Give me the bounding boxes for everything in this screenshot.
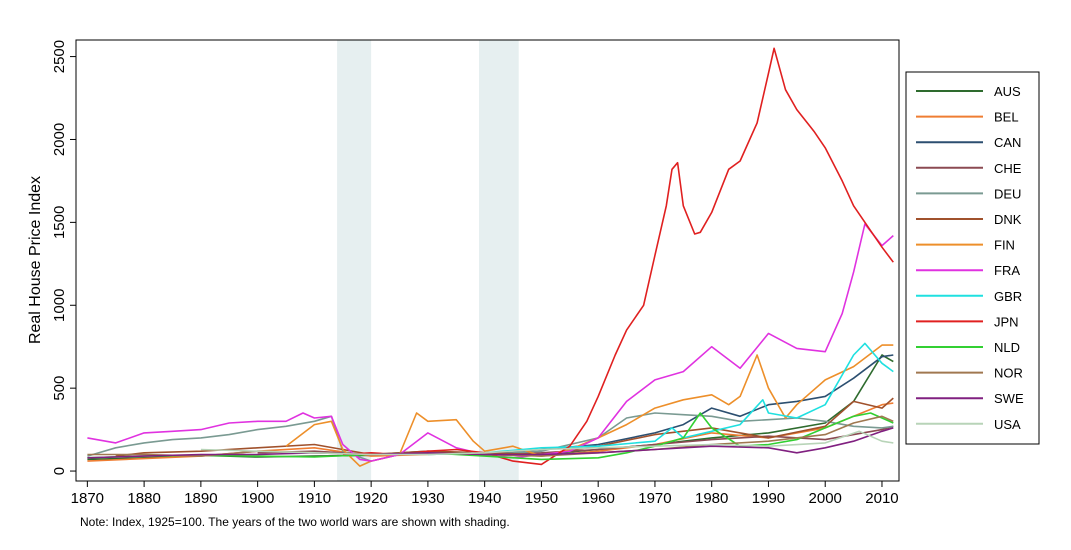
legend: AUS BEL CAN CHE DEU DNK FIN FRA GBR JPN NLD NOR SWE U… (905, 71, 1040, 445)
legend-label-can: CAN (994, 135, 1021, 150)
y-tick-label: 500 (51, 376, 68, 401)
series-line-usa (200, 430, 894, 456)
x-tick-label: 1910 (298, 490, 331, 507)
legend-label-nld: NLD (994, 340, 1020, 355)
series-line-jpn (342, 47, 894, 466)
legend-label-nor: NOR (994, 366, 1023, 381)
y-tick-label: 2000 (51, 123, 68, 156)
legend-label-bel: BEL (994, 110, 1019, 125)
legend-label-che: CHE (994, 161, 1022, 176)
legend-label-dnk: DNK (994, 212, 1022, 227)
series-line-gbr (427, 342, 894, 456)
x-tick-label: 1950 (525, 490, 558, 507)
series-lines-layer (87, 47, 894, 467)
legend-label-usa: USA (994, 417, 1021, 432)
x-tick-label: 1980 (695, 490, 728, 507)
x-tick-label: 1890 (184, 490, 217, 507)
x-tick-label: 1870 (71, 490, 104, 507)
legend-label-deu: DEU (994, 186, 1021, 201)
x-tick-label: 2000 (809, 490, 842, 507)
x-tick-label: 1930 (411, 490, 444, 507)
chart-note: Note: Index, 1925=100. The years of the … (80, 515, 510, 529)
legend-label-fin: FIN (994, 238, 1015, 253)
x-tick-label: 2010 (865, 490, 898, 507)
y-tick-label: 1500 (51, 206, 68, 239)
war-shading-2 (478, 40, 519, 481)
axes-layer: 1870 1880 1890 1900 1910 1920 1930 1940 1950 1960… (51, 40, 899, 507)
legend-label-gbr: GBR (994, 289, 1022, 304)
x-tick-label: 1940 (468, 490, 501, 507)
war-shading-1 (337, 40, 372, 481)
legend-label-jpn: JPN (994, 314, 1019, 329)
y-tick-label: 2500 (51, 40, 68, 73)
legend-frame (905, 71, 1040, 445)
plot-frame (75, 39, 900, 482)
y-tick-label: 1000 (51, 289, 68, 322)
x-tick-label: 1880 (127, 490, 160, 507)
legend-label-fra: FRA (994, 263, 1020, 278)
y-axis-title: Real House Price Index (27, 176, 44, 344)
series-line-nor (87, 415, 894, 457)
war-shading-layer (337, 40, 519, 481)
x-tick-label: 1920 (354, 490, 387, 507)
y-tick-label: 0 (51, 467, 68, 475)
x-tick-label: 1970 (638, 490, 671, 507)
legend-label-swe: SWE (994, 391, 1024, 406)
x-tick-label: 1990 (752, 490, 785, 507)
legend-label-aus: AUS (994, 84, 1021, 99)
x-tick-label: 1960 (581, 490, 614, 507)
x-tick-label: 1900 (241, 490, 274, 507)
series-line-swe (87, 427, 894, 459)
